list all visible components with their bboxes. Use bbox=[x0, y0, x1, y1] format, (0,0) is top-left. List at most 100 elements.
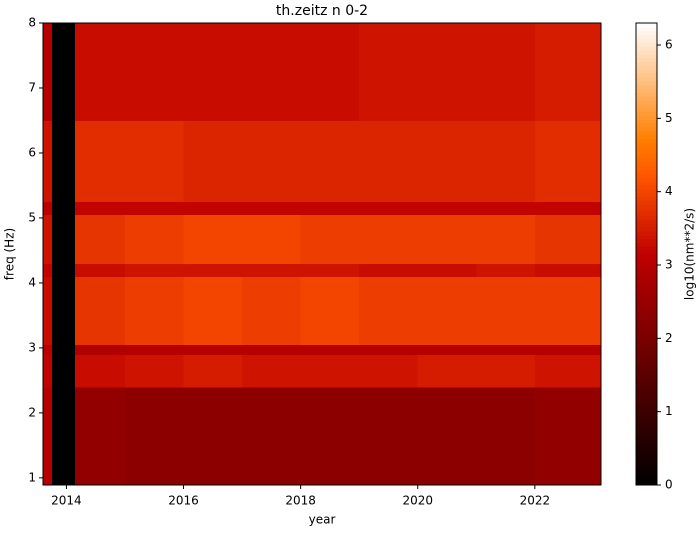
colorbar-swatch bbox=[636, 123, 657, 128]
heatmap-cell bbox=[359, 23, 419, 121]
heatmap-cell bbox=[534, 23, 602, 121]
colorbar-swatch bbox=[636, 419, 657, 424]
colorbar-swatch bbox=[636, 96, 657, 101]
colorbar-tick-label: 0 bbox=[665, 478, 673, 492]
colorbar-swatch bbox=[636, 458, 657, 463]
colorbar-swatch bbox=[636, 107, 657, 113]
heatmap-cell bbox=[124, 23, 185, 121]
heatmap-cell bbox=[183, 276, 243, 346]
colorbar-swatch bbox=[636, 130, 657, 136]
colorbar-swatch bbox=[636, 469, 657, 474]
heatmap-cell bbox=[75, 23, 126, 121]
heatmap-cell bbox=[300, 120, 360, 203]
colorbar-swatch bbox=[636, 354, 657, 359]
heatmap-cell bbox=[43, 23, 53, 121]
heatmap-cell bbox=[51, 354, 76, 388]
heatmap-cell bbox=[43, 354, 53, 388]
heatmap-cell bbox=[242, 276, 302, 346]
heatmap-cell bbox=[124, 214, 185, 264]
colorbar-swatch bbox=[636, 277, 657, 282]
colorbar-swatch bbox=[636, 273, 657, 278]
heatmap-cell bbox=[476, 214, 536, 264]
heatmap-cell bbox=[51, 214, 76, 264]
colorbar-swatch bbox=[636, 342, 657, 347]
colorbar-swatch bbox=[636, 30, 657, 36]
y-tick-label: 2 bbox=[28, 405, 36, 419]
colorbar-swatch bbox=[636, 361, 657, 367]
colorbar-swatch bbox=[636, 80, 657, 86]
heatmap-cell bbox=[476, 276, 536, 346]
colorbar-swatch bbox=[636, 65, 657, 70]
heatmap-cell bbox=[476, 344, 536, 355]
colorbar-tick-label: 3 bbox=[665, 258, 673, 272]
x-tick-label: 2020 bbox=[402, 494, 433, 508]
colorbar-swatch bbox=[636, 46, 657, 51]
heatmap-cell bbox=[534, 354, 602, 388]
heatmap-cell bbox=[124, 386, 185, 486]
heatmap-cell bbox=[476, 386, 536, 486]
colorbar-swatch bbox=[636, 334, 657, 340]
colorbar-swatch bbox=[636, 219, 657, 224]
colorbar-swatch bbox=[636, 365, 657, 370]
colorbar-swatch bbox=[636, 269, 657, 274]
heatmap-cell bbox=[51, 23, 76, 121]
colorbar-swatch bbox=[636, 192, 657, 197]
colorbar-swatch bbox=[636, 357, 657, 363]
colorbar-swatch bbox=[636, 280, 657, 286]
x-axis-label: year bbox=[309, 513, 336, 527]
heatmap-cell bbox=[300, 263, 360, 277]
heatmap-cell bbox=[476, 201, 536, 216]
colorbar-swatch bbox=[636, 427, 657, 432]
colorbar-swatch bbox=[636, 388, 657, 394]
colorbar-swatch bbox=[636, 261, 657, 267]
heatmap-cell bbox=[183, 386, 243, 486]
colorbar-swatch bbox=[636, 396, 657, 401]
colorbar-swatch bbox=[636, 42, 657, 47]
colorbar-swatch bbox=[636, 288, 657, 293]
chart-title: th.zeitz n 0-2 bbox=[276, 3, 368, 19]
colorbar-swatch bbox=[636, 442, 657, 447]
colorbar-swatch bbox=[636, 180, 657, 186]
heatmap-cell bbox=[476, 354, 536, 388]
colorbar-swatch bbox=[636, 431, 657, 436]
colorbar-swatch bbox=[636, 173, 657, 178]
colorbar-swatch bbox=[636, 73, 657, 78]
heatmap-cell bbox=[242, 263, 302, 277]
colorbar-swatch bbox=[636, 49, 657, 55]
colorbar-tick-label: 2 bbox=[665, 331, 673, 345]
y-tick-label: 6 bbox=[28, 145, 36, 159]
colorbar-swatch bbox=[636, 23, 657, 28]
heatmap-cell bbox=[124, 263, 185, 277]
heatmap-cell bbox=[75, 263, 126, 277]
heatmap-cell bbox=[43, 214, 53, 264]
heatmap-cell bbox=[242, 120, 302, 203]
heatmap-cell bbox=[75, 120, 126, 203]
heatmap-cell bbox=[75, 276, 126, 346]
colorbar-swatch bbox=[636, 53, 657, 59]
heatmap-cell bbox=[43, 344, 53, 355]
heatmap-cell bbox=[43, 276, 53, 346]
colorbar-swatch bbox=[636, 434, 657, 440]
heatmap-cell bbox=[417, 263, 477, 277]
colorbar-swatch bbox=[636, 34, 657, 39]
colorbar-swatch bbox=[636, 203, 657, 209]
y-tick-label: 5 bbox=[28, 210, 36, 224]
colorbar-swatch bbox=[636, 284, 657, 290]
heatmap-cell bbox=[183, 263, 243, 277]
colorbar-swatch bbox=[636, 234, 657, 240]
colorbar-swatch bbox=[636, 300, 657, 305]
heatmap-cell bbox=[51, 344, 76, 355]
colorbar-swatch bbox=[636, 184, 657, 190]
y-tick-label: 1 bbox=[28, 470, 36, 484]
colorbar-swatch bbox=[636, 400, 657, 405]
heatmap-cell bbox=[300, 276, 360, 346]
heatmap-cell bbox=[359, 276, 419, 346]
heatmap-cell bbox=[300, 201, 360, 216]
heatmap-cell bbox=[75, 386, 126, 486]
heatmap-cell bbox=[43, 263, 53, 277]
heatmap-cell bbox=[183, 214, 243, 264]
colorbar-swatch bbox=[636, 146, 657, 151]
heatmap-cell bbox=[476, 120, 536, 203]
heatmap-cell bbox=[417, 201, 477, 216]
